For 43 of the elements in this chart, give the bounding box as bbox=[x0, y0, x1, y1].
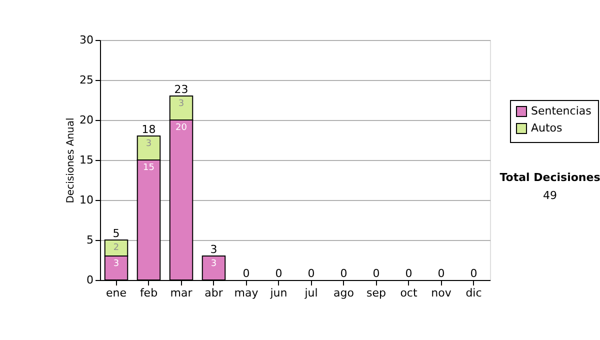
x-tick-label: may bbox=[234, 286, 259, 300]
y-tick-label: 10 bbox=[80, 194, 94, 206]
total-label: 0 bbox=[308, 267, 315, 280]
total-label: 23 bbox=[174, 83, 188, 96]
y-tick-label: 5 bbox=[86, 234, 94, 246]
data-label: 15 bbox=[143, 163, 154, 173]
y-tick-label: 20 bbox=[80, 114, 94, 126]
y-tick-label: 25 bbox=[80, 74, 94, 86]
text: Total Decisiones bbox=[500, 171, 600, 184]
data-label: 3 bbox=[210, 259, 217, 269]
x-tick-label: nov bbox=[431, 286, 452, 300]
total-label: 5 bbox=[112, 227, 120, 240]
x-tick-label: mar bbox=[170, 286, 193, 300]
x-tick-label: jun bbox=[269, 286, 288, 300]
data-label: 3 bbox=[146, 139, 152, 149]
y-tick-label: 15 bbox=[80, 154, 94, 166]
x-tick-label: ago bbox=[334, 286, 354, 300]
total-label: 0 bbox=[405, 267, 412, 280]
data-label: 2 bbox=[113, 243, 120, 253]
x-tick-label: dic bbox=[466, 286, 482, 300]
total-label: 0 bbox=[275, 267, 282, 280]
x-tick-label: ene bbox=[106, 286, 127, 300]
x-tick-label: oct bbox=[400, 286, 418, 300]
total-label: 3 bbox=[210, 243, 218, 256]
legend-label: Autos bbox=[531, 122, 563, 134]
y-axis-title: Decisiones Anual bbox=[66, 118, 77, 204]
total-label: 18 bbox=[142, 123, 156, 136]
total-label: 0 bbox=[470, 267, 478, 280]
total-label: 0 bbox=[438, 267, 445, 280]
y-tick-label: 30 bbox=[80, 34, 94, 46]
legend-label: Sentencias bbox=[531, 104, 592, 118]
text: 49 bbox=[543, 189, 557, 202]
data-label: 3 bbox=[178, 99, 184, 109]
x-tick-label: feb bbox=[140, 286, 158, 300]
x-tick-label: abr bbox=[204, 286, 224, 300]
y-tick-label: 0 bbox=[86, 274, 94, 286]
x-tick-label: sep bbox=[366, 286, 386, 300]
data-label: 20 bbox=[176, 123, 188, 133]
total-label: 0 bbox=[242, 267, 250, 280]
total-label: 0 bbox=[340, 267, 348, 280]
x-tick-label: jul bbox=[304, 286, 318, 300]
data-label: 3 bbox=[113, 259, 120, 269]
total-label: 0 bbox=[372, 267, 380, 280]
